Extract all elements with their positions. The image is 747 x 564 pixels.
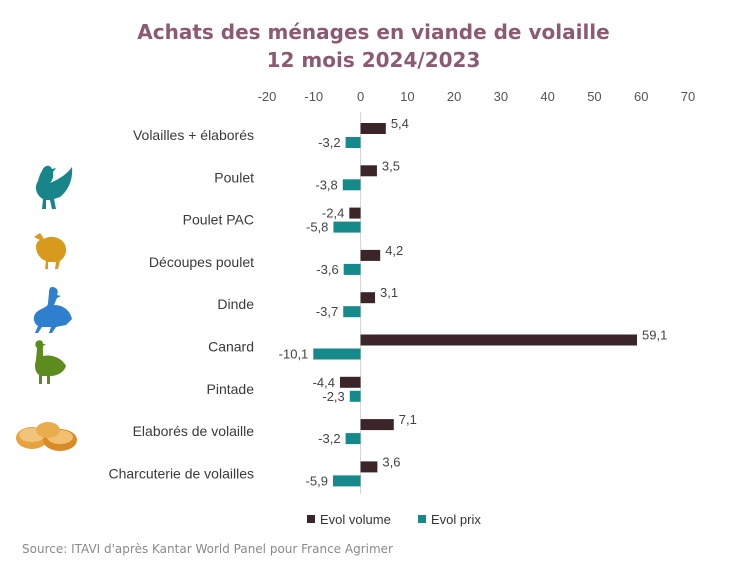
category-label: Volailles + élaborés (133, 127, 254, 143)
data-label-volume: 5,4 (391, 116, 409, 131)
chart-title: Achats des ménages en viande de volaille (137, 20, 610, 44)
bar-volume (339, 376, 361, 388)
data-label-volume: 4,2 (385, 243, 403, 258)
bar-prix (343, 306, 361, 318)
data-label-volume: 3,1 (380, 285, 398, 300)
x-tick-label: 30 (494, 89, 508, 104)
chicken-icon (35, 165, 73, 209)
category-label: Poulet (214, 169, 254, 185)
bar-volume (360, 419, 394, 431)
data-label-prix: -3,2 (318, 135, 340, 150)
category-label: Poulet PAC (183, 212, 254, 228)
category-label: Charcuterie de volailles (108, 465, 254, 481)
x-tick-label: 50 (587, 89, 601, 104)
bar-volume (349, 207, 361, 219)
category-label: Découpes poulet (149, 254, 254, 270)
source-note: Source: ITAVI d'après Kantar World Panel… (22, 542, 393, 556)
chart-subtitle: 12 mois 2024/2023 (266, 48, 481, 72)
bar-volume (360, 461, 378, 473)
x-tick-label: 0 (357, 89, 364, 104)
bar-prix (349, 390, 361, 402)
x-tick-label: 20 (447, 89, 461, 104)
legend-swatch-volume (307, 515, 315, 523)
x-tick-label: -20 (258, 89, 277, 104)
bar-prix (345, 433, 361, 445)
data-label-volume: 7,1 (399, 412, 417, 427)
data-label-volume: -4,4 (313, 375, 335, 390)
x-tick-label: 10 (400, 89, 414, 104)
bar-prix (332, 475, 361, 487)
bar-prix (343, 263, 361, 275)
bar-volume (360, 249, 381, 261)
data-label-prix: -3,6 (316, 262, 338, 277)
legend-swatch-prix (418, 515, 426, 523)
bar-prix (342, 179, 361, 191)
legend-label-prix: Evol prix (431, 512, 481, 527)
data-label-volume: 3,5 (382, 158, 400, 173)
nuggets-icon (16, 422, 77, 451)
category-label: Pintade (207, 381, 255, 397)
data-label-prix: -5,8 (306, 220, 328, 235)
category-label: Canard (208, 339, 254, 355)
data-label-volume: 3,6 (382, 454, 400, 469)
x-tick-label: -10 (304, 89, 323, 104)
data-label-volume: -2,4 (322, 206, 344, 221)
legend-label-volume: Evol volume (320, 512, 391, 527)
x-tick-label: 40 (540, 89, 554, 104)
chick-icon (34, 233, 67, 269)
data-label-volume: 59,1 (642, 328, 667, 343)
bar-volume (360, 123, 386, 134)
data-label-prix: -10,1 (279, 347, 309, 362)
category-label: Dinde (217, 296, 254, 312)
category-label: Elaborés de volaille (133, 423, 255, 439)
data-label-prix: -3,7 (316, 304, 338, 319)
goose-icon (33, 287, 72, 333)
x-tick-label: 70 (681, 89, 695, 104)
bar-volume (360, 334, 638, 346)
bar-prix (313, 348, 361, 360)
data-label-prix: -3,2 (318, 431, 340, 446)
guinea-fowl-icon (35, 340, 66, 384)
data-label-prix: -2,3 (322, 389, 344, 404)
bar-prix (333, 221, 361, 233)
data-label-prix: -3,8 (315, 177, 337, 192)
bar-volume (360, 292, 376, 304)
data-label-prix: -5,9 (306, 473, 328, 488)
bar-volume (360, 165, 377, 177)
x-tick-label: 60 (634, 89, 648, 104)
bar-prix (345, 137, 361, 148)
